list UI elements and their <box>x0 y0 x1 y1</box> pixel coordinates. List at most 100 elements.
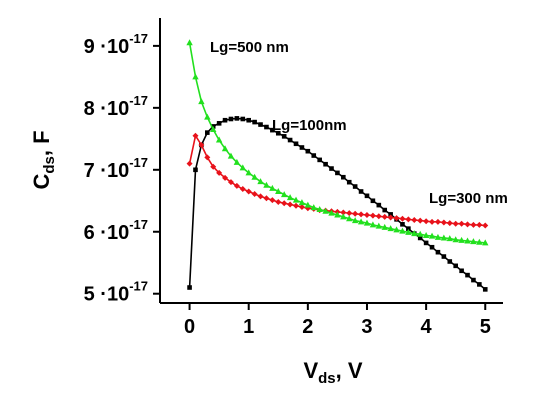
data-point <box>387 225 394 232</box>
data-point <box>292 196 300 203</box>
data-point <box>221 145 229 152</box>
data-point <box>452 236 459 243</box>
data-point <box>263 195 270 202</box>
data-point <box>465 272 470 278</box>
data-point <box>429 244 435 250</box>
data-point <box>187 285 192 290</box>
data-point <box>275 130 281 136</box>
data-point <box>204 113 211 120</box>
x-tick-label: 5 <box>480 316 491 338</box>
x-tick-label: 3 <box>361 316 372 338</box>
y-tick-label: 5 ·10-17 <box>84 279 148 306</box>
data-point <box>192 132 199 139</box>
data-point <box>340 213 347 220</box>
data-point <box>381 213 388 220</box>
data-point <box>335 170 340 176</box>
data-point <box>257 193 264 200</box>
data-point <box>205 130 210 135</box>
data-point <box>441 254 447 259</box>
data-point <box>310 204 317 211</box>
data-point <box>423 240 429 246</box>
data-point <box>346 210 353 217</box>
data-point <box>252 119 257 125</box>
data-point <box>186 160 193 167</box>
data-point <box>298 203 305 210</box>
data-point <box>376 202 382 208</box>
y-tick-label: 8 ·10-17 <box>84 93 148 120</box>
data-point <box>363 212 370 219</box>
x-axis-title: Vds, V <box>303 358 362 387</box>
data-point <box>405 228 412 235</box>
series-1 <box>186 132 489 229</box>
data-point <box>334 211 341 218</box>
data-point <box>446 235 453 242</box>
data-point <box>317 157 322 163</box>
data-point <box>381 223 388 230</box>
data-point <box>411 230 418 237</box>
data-point <box>340 209 347 216</box>
data-point <box>470 221 477 228</box>
data-point <box>311 153 317 158</box>
y-tick-label: 9 ·10-17 <box>84 31 148 58</box>
data-point <box>293 141 299 147</box>
x-tick-label: 2 <box>302 316 313 338</box>
data-point <box>369 221 377 228</box>
data-point <box>239 186 246 192</box>
data-point <box>222 117 228 123</box>
data-point <box>375 213 382 220</box>
series-0 <box>187 116 488 292</box>
data-point <box>352 184 358 189</box>
x-tick-label: 1 <box>243 316 254 338</box>
data-point <box>240 116 246 122</box>
data-point <box>251 190 258 197</box>
data-point <box>399 227 406 234</box>
data-point <box>364 193 370 199</box>
data-point <box>405 216 412 223</box>
data-point <box>246 117 252 123</box>
data-point <box>269 184 276 191</box>
data-point <box>270 127 275 133</box>
data-point <box>323 161 328 167</box>
data-point <box>482 287 488 292</box>
data-point <box>193 167 198 173</box>
data-point <box>375 222 383 229</box>
data-point <box>357 218 365 225</box>
y-ticks: 5 ·10-17 6 ·10-17 7 ·10-17 8 ·10-17 9 ·10-17 <box>84 31 160 306</box>
data-point <box>228 116 234 122</box>
data-point <box>393 226 400 233</box>
y-axis-title: Cds, F <box>29 130 58 189</box>
data-point <box>459 268 464 274</box>
data-point <box>245 188 252 195</box>
data-point <box>351 217 359 224</box>
data-point <box>382 207 388 213</box>
data-point <box>458 220 465 227</box>
data-point <box>447 259 453 264</box>
data-point <box>434 218 441 225</box>
data-point <box>280 191 288 198</box>
data-point <box>186 39 193 46</box>
data-point <box>435 249 441 255</box>
data-point <box>192 73 199 80</box>
data-point <box>393 215 400 222</box>
data-point <box>387 214 394 221</box>
x-tick-label: 0 <box>184 316 195 338</box>
data-point <box>417 230 424 237</box>
series-label-lg300: Lg=300 nm <box>429 190 508 207</box>
data-point <box>227 152 235 159</box>
data-point <box>358 189 364 194</box>
data-point <box>482 239 489 246</box>
data-point <box>341 174 346 180</box>
data-point <box>400 222 405 227</box>
data-point <box>446 220 453 227</box>
plot-series <box>186 39 489 292</box>
data-point <box>428 232 436 239</box>
data-point <box>257 178 264 185</box>
data-point <box>263 181 270 188</box>
data-point <box>417 217 424 224</box>
series-label-lg500: Lg=500 nm <box>210 39 289 56</box>
data-point <box>264 124 269 130</box>
data-point <box>406 226 411 231</box>
data-point <box>322 207 329 214</box>
data-point <box>399 215 406 222</box>
data-point <box>210 126 217 133</box>
